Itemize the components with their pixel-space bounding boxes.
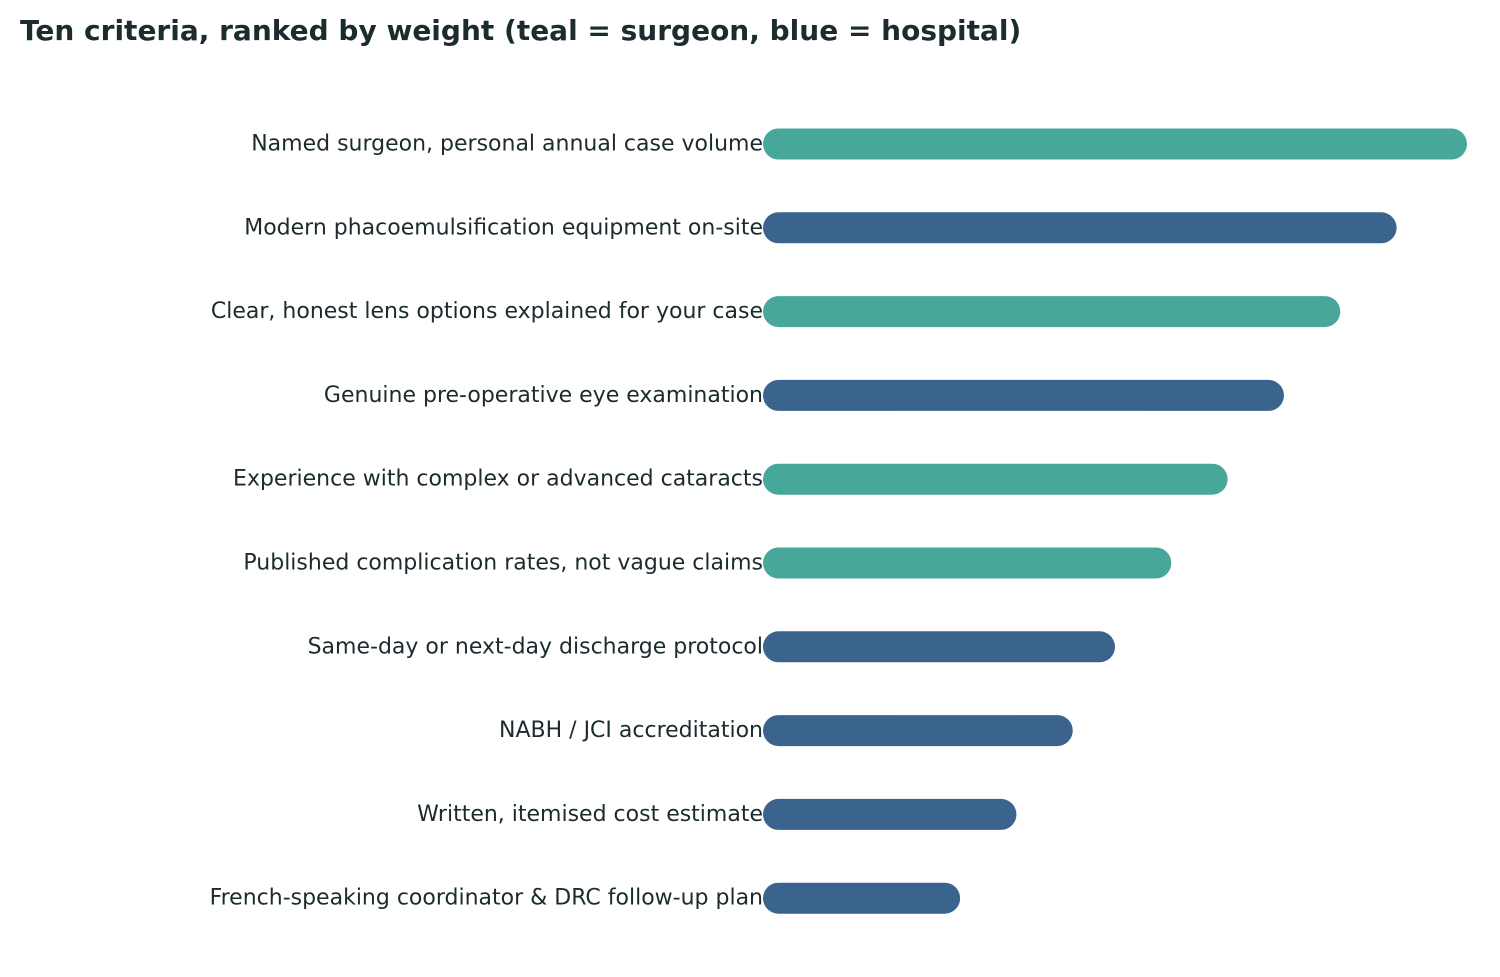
- category-label: Experience with complex or advanced cata…: [233, 467, 763, 492]
- bar-hospital: [763, 798, 1017, 830]
- category-label: French-speaking coordinator & DRC follow…: [210, 886, 763, 911]
- bar-surgeon: [763, 463, 1228, 495]
- bar-hospital: [763, 715, 1073, 747]
- bar-hospital: [763, 631, 1115, 663]
- category-label: Modern phacoemulsification equipment on-…: [244, 215, 763, 240]
- category-label: Published complication rates, not vague …: [243, 551, 763, 576]
- category-label: Written, itemised cost estimate: [417, 802, 763, 827]
- bar-hospital: [763, 212, 1397, 244]
- bar-hospital: [763, 882, 961, 914]
- bar-surgeon: [763, 128, 1467, 160]
- bar-surgeon: [763, 296, 1341, 328]
- category-label: Named surgeon, personal annual case volu…: [251, 132, 763, 157]
- category-label: Same-day or next-day discharge protocol: [308, 634, 763, 659]
- category-labels: Named surgeon, personal annual case volu…: [210, 132, 763, 911]
- category-label: Clear, honest lens options explained for…: [211, 299, 763, 324]
- bar-surgeon: [763, 547, 1172, 579]
- bars: [763, 128, 1467, 914]
- category-label: NABH / JCI accreditation: [499, 718, 763, 743]
- bar-hospital: [763, 379, 1284, 411]
- chart-title: Ten criteria, ranked by weight (teal = s…: [20, 14, 1022, 47]
- category-label: Genuine pre-operative eye examination: [324, 383, 763, 408]
